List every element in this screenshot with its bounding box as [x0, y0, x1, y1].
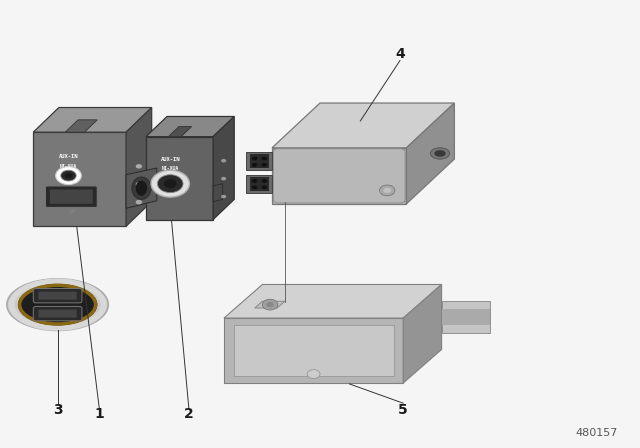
FancyBboxPatch shape	[45, 186, 97, 207]
Circle shape	[307, 370, 320, 379]
FancyBboxPatch shape	[33, 306, 82, 321]
Polygon shape	[146, 137, 213, 220]
FancyBboxPatch shape	[273, 149, 405, 203]
Text: NI-XUA: NI-XUA	[162, 165, 179, 171]
Circle shape	[65, 173, 72, 178]
Text: AUX-IN: AUX-IN	[161, 156, 180, 162]
Ellipse shape	[430, 148, 450, 159]
Circle shape	[266, 302, 274, 307]
Circle shape	[136, 164, 142, 168]
Circle shape	[221, 195, 227, 198]
Circle shape	[61, 170, 76, 181]
Circle shape	[261, 179, 268, 183]
Circle shape	[164, 179, 177, 188]
Polygon shape	[213, 116, 234, 220]
Text: 3: 3	[52, 403, 63, 417]
Circle shape	[380, 185, 395, 196]
Polygon shape	[33, 132, 126, 226]
Circle shape	[157, 175, 183, 193]
Circle shape	[252, 185, 258, 190]
Text: AUX-IN: AUX-IN	[59, 154, 78, 159]
Circle shape	[136, 200, 142, 204]
Polygon shape	[250, 177, 269, 191]
Polygon shape	[224, 284, 442, 318]
Polygon shape	[65, 120, 97, 132]
Circle shape	[261, 185, 268, 190]
Circle shape	[252, 179, 258, 183]
Text: 5: 5	[398, 403, 408, 417]
Text: 1: 1	[94, 407, 104, 422]
Polygon shape	[246, 152, 272, 170]
Ellipse shape	[132, 177, 151, 199]
Polygon shape	[234, 325, 394, 376]
Circle shape	[221, 159, 227, 163]
Polygon shape	[33, 108, 152, 132]
Polygon shape	[406, 103, 454, 204]
Polygon shape	[246, 175, 272, 193]
Text: 480157: 480157	[575, 428, 618, 438]
Circle shape	[221, 177, 227, 181]
Polygon shape	[224, 318, 403, 383]
Ellipse shape	[7, 279, 108, 331]
FancyBboxPatch shape	[38, 292, 77, 300]
Circle shape	[252, 163, 258, 167]
Polygon shape	[272, 103, 454, 148]
Text: 2: 2	[184, 407, 194, 422]
Polygon shape	[255, 302, 285, 308]
Text: ⇄: ⇄	[68, 209, 75, 215]
Circle shape	[262, 299, 278, 310]
Polygon shape	[168, 127, 192, 137]
Polygon shape	[250, 154, 269, 168]
Polygon shape	[442, 301, 490, 333]
Circle shape	[252, 156, 258, 161]
Polygon shape	[442, 309, 490, 325]
FancyBboxPatch shape	[33, 289, 82, 303]
Polygon shape	[213, 184, 223, 202]
FancyBboxPatch shape	[50, 190, 93, 204]
Circle shape	[56, 167, 81, 185]
Text: NI-XUA: NI-XUA	[60, 164, 77, 169]
Ellipse shape	[435, 150, 445, 157]
Circle shape	[151, 170, 189, 197]
Text: 4: 4	[395, 47, 405, 61]
Circle shape	[136, 182, 142, 186]
Polygon shape	[126, 168, 157, 208]
Ellipse shape	[136, 181, 147, 196]
Polygon shape	[272, 148, 406, 204]
Circle shape	[261, 156, 268, 161]
Polygon shape	[403, 284, 442, 383]
Text: BMW: BMW	[66, 301, 75, 304]
Polygon shape	[146, 116, 234, 137]
Circle shape	[261, 163, 268, 167]
FancyBboxPatch shape	[38, 310, 77, 318]
Ellipse shape	[19, 284, 97, 325]
Circle shape	[383, 188, 391, 193]
Polygon shape	[126, 108, 152, 226]
